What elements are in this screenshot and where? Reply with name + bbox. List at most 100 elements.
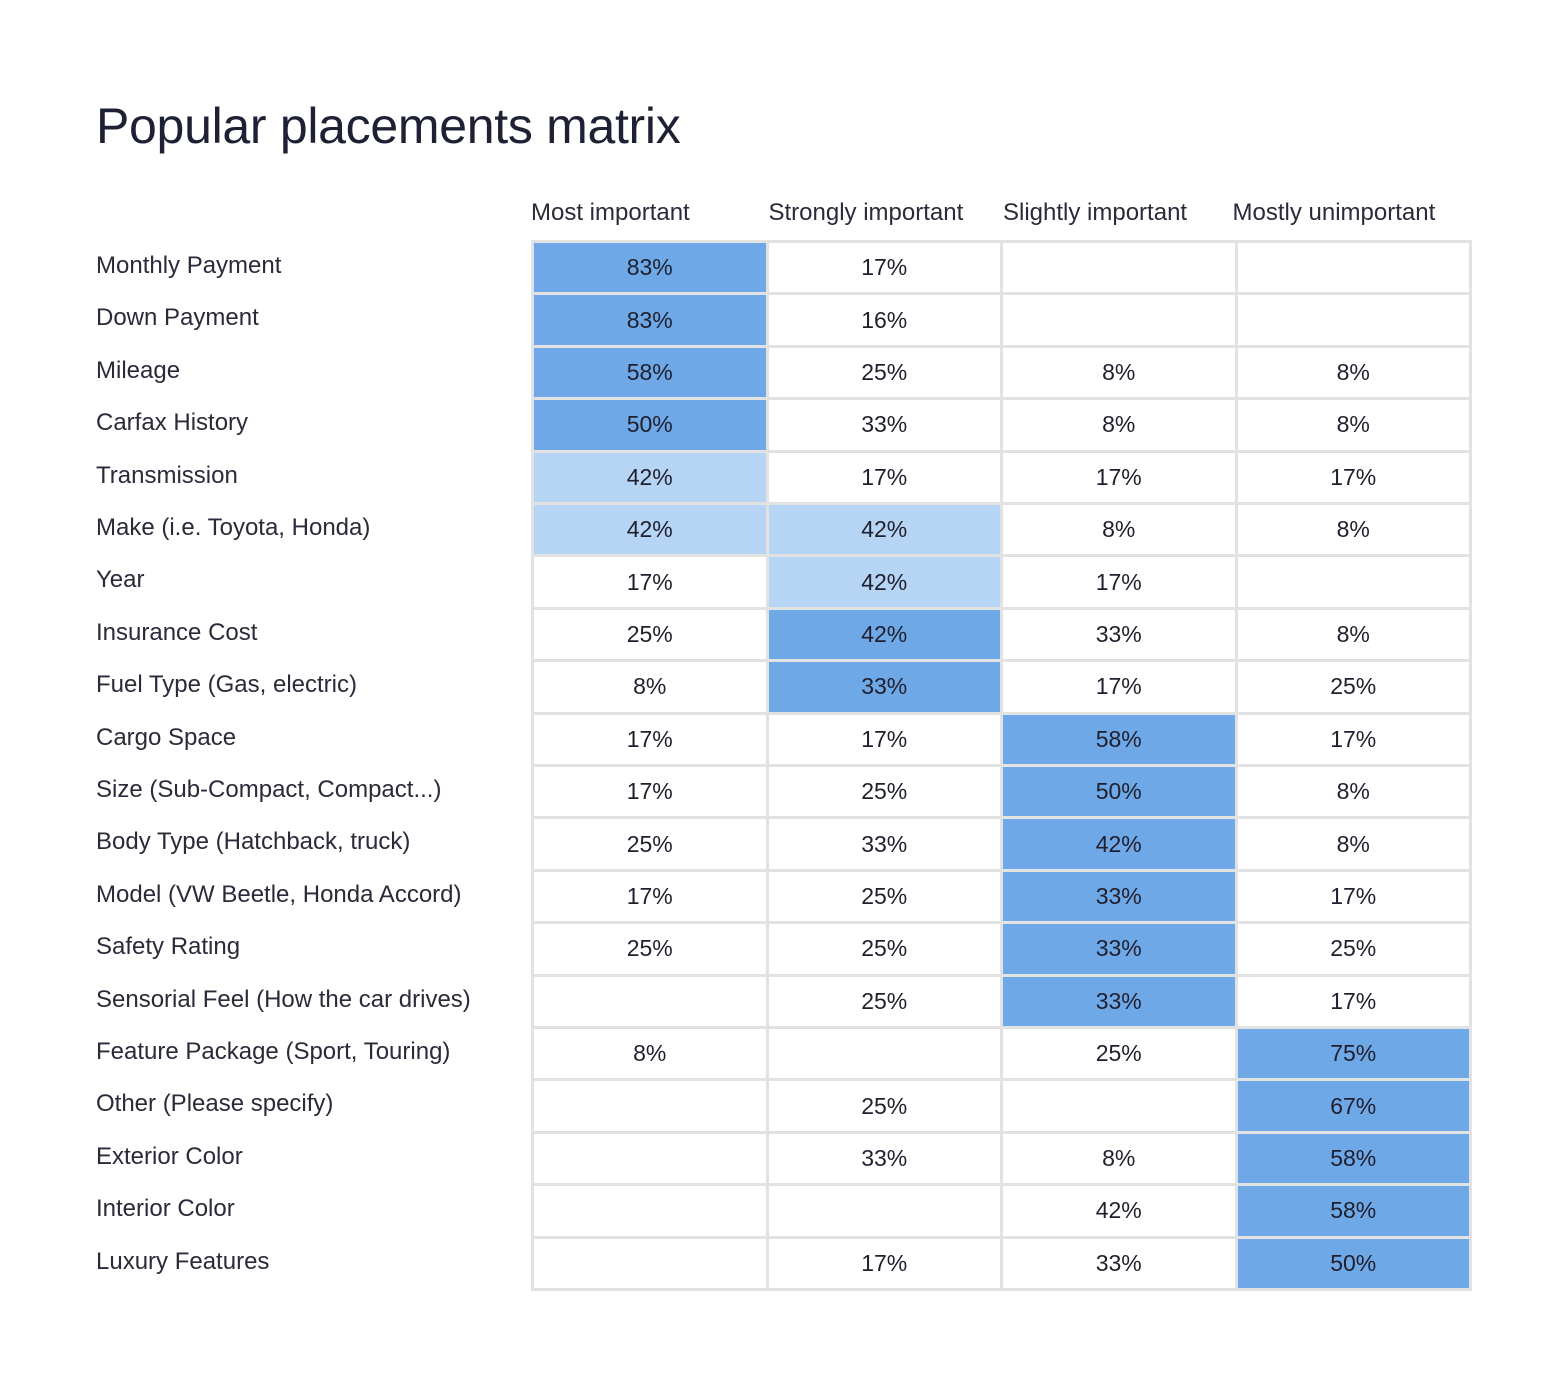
matrix-cell: 16%: [765, 292, 1003, 348]
matrix-cell: 25%: [765, 868, 1003, 925]
matrix-cell: 17%: [1000, 554, 1238, 610]
matrix-cell: [531, 1130, 769, 1187]
matrix-cell: [765, 1183, 1003, 1239]
row-label: Other (Please specify): [96, 1090, 334, 1118]
matrix-cell: 8%: [1000, 344, 1238, 401]
row-label: Transmission: [96, 461, 238, 489]
matrix-cell: 25%: [765, 344, 1003, 401]
matrix-cell: 58%: [531, 344, 769, 401]
row-label: Safety Rating: [96, 933, 241, 961]
matrix-cell: 42%: [531, 502, 769, 558]
column-header: Slightly important: [1003, 199, 1188, 226]
matrix-cell: 42%: [765, 502, 1003, 558]
matrix-cell: 8%: [1000, 397, 1238, 453]
matrix-cell: 8%: [1234, 502, 1472, 558]
chart-title: Popular placements matrix: [96, 98, 681, 154]
column-header: Mostly unimportant: [1232, 199, 1436, 226]
matrix-cell: [1000, 1078, 1238, 1134]
matrix-cell: 75%: [1234, 1026, 1472, 1082]
matrix-cell: 17%: [1234, 868, 1472, 925]
matrix-cell: 8%: [531, 1026, 769, 1082]
matrix-cell: [1234, 292, 1472, 348]
row-label: Carfax History: [96, 409, 249, 437]
matrix-cell: 33%: [1000, 921, 1238, 977]
matrix-cell: 25%: [531, 921, 769, 977]
matrix-cell: 8%: [1234, 397, 1472, 453]
row-label: Make (i.e. Toyota, Honda): [96, 514, 371, 541]
row-label: Interior Color: [96, 1195, 235, 1223]
matrix-cell: [1000, 292, 1238, 348]
matrix-cell: 42%: [531, 449, 769, 505]
row-label: Fuel Type (Gas, electric): [96, 671, 357, 699]
row-label: Model (VW Beetle, Honda Accord): [96, 880, 462, 908]
row-label: Size (Sub-Compact, Compact...): [96, 776, 442, 803]
matrix-cell: [531, 1235, 769, 1291]
row-label: Luxury Features: [96, 1247, 270, 1275]
matrix-cell: 33%: [1000, 1235, 1238, 1291]
matrix-cell: [531, 973, 769, 1029]
matrix-cell: 8%: [1234, 344, 1472, 401]
matrix-cell: 58%: [1000, 711, 1238, 767]
matrix-cell: 17%: [1000, 659, 1238, 715]
matrix-cell: 17%: [765, 711, 1003, 767]
matrix-cell: 42%: [765, 554, 1003, 610]
matrix-cell: [1234, 240, 1472, 296]
matrix-cell: 8%: [1234, 606, 1472, 663]
matrix-cell: 25%: [1234, 659, 1472, 715]
matrix-cell: 17%: [531, 711, 769, 767]
matrix-cell: 50%: [1234, 1235, 1472, 1291]
row-label: Cargo Space: [96, 723, 237, 751]
matrix-cell: 25%: [531, 816, 769, 872]
matrix-cell: 33%: [1000, 606, 1238, 663]
matrix-cell: 25%: [765, 921, 1003, 977]
matrix-cell: 17%: [531, 764, 769, 820]
row-label: Mileage: [96, 356, 181, 384]
row-label: Body Type (Hatchback, truck): [96, 828, 411, 856]
matrix-cell: 8%: [1000, 502, 1238, 558]
matrix-cell: 8%: [531, 659, 769, 715]
column-header: Strongly important: [768, 199, 964, 226]
matrix-cell: 17%: [765, 449, 1003, 505]
column-header: Most important: [531, 199, 690, 226]
matrix-cell: [531, 1183, 769, 1239]
matrix-cell: 25%: [765, 764, 1003, 820]
matrix-cell: 17%: [1234, 711, 1472, 767]
matrix-cell: 58%: [1234, 1130, 1472, 1187]
matrix-cell: 83%: [531, 240, 769, 296]
matrix-cell: 17%: [531, 554, 769, 610]
matrix-cell: 17%: [1234, 449, 1472, 505]
matrix-cell: 42%: [765, 606, 1003, 663]
row-label: Insurance Cost: [96, 618, 258, 646]
matrix-cell: [1000, 240, 1238, 296]
matrix-cell: 33%: [765, 659, 1003, 715]
row-label: Year: [96, 566, 145, 594]
matrix-cell: 33%: [1000, 973, 1238, 1029]
matrix-cell: 33%: [765, 397, 1003, 453]
matrix-cell: 67%: [1234, 1078, 1472, 1134]
matrix-cell: 42%: [1000, 1183, 1238, 1239]
matrix-cell: [1234, 554, 1472, 610]
matrix-cell: 33%: [765, 1130, 1003, 1187]
row-label: Feature Package (Sport, Touring): [96, 1038, 451, 1065]
matrix-cell: [531, 1078, 769, 1134]
matrix-cell: 17%: [765, 1235, 1003, 1291]
matrix-cell: 50%: [1000, 764, 1238, 820]
matrix-cell: 25%: [765, 1078, 1003, 1134]
row-label: Exterior Color: [96, 1142, 243, 1170]
matrix-cell: 8%: [1234, 764, 1472, 820]
matrix-cell: 83%: [531, 292, 769, 348]
matrix-cell: 25%: [1234, 921, 1472, 977]
matrix-cell: 33%: [765, 816, 1003, 872]
row-label: Sensorial Feel (How the car drives): [96, 985, 471, 1013]
matrix-cell: 25%: [765, 973, 1003, 1029]
matrix-cell: 58%: [1234, 1183, 1472, 1239]
matrix-cell: 25%: [1000, 1026, 1238, 1082]
matrix-cell: 50%: [531, 397, 769, 453]
matrix-cell: 8%: [1234, 816, 1472, 872]
matrix-cell: 42%: [1000, 816, 1238, 872]
matrix-cell: 17%: [765, 240, 1003, 296]
matrix-cell: 8%: [1000, 1130, 1238, 1187]
matrix-cell: 33%: [1000, 868, 1238, 925]
